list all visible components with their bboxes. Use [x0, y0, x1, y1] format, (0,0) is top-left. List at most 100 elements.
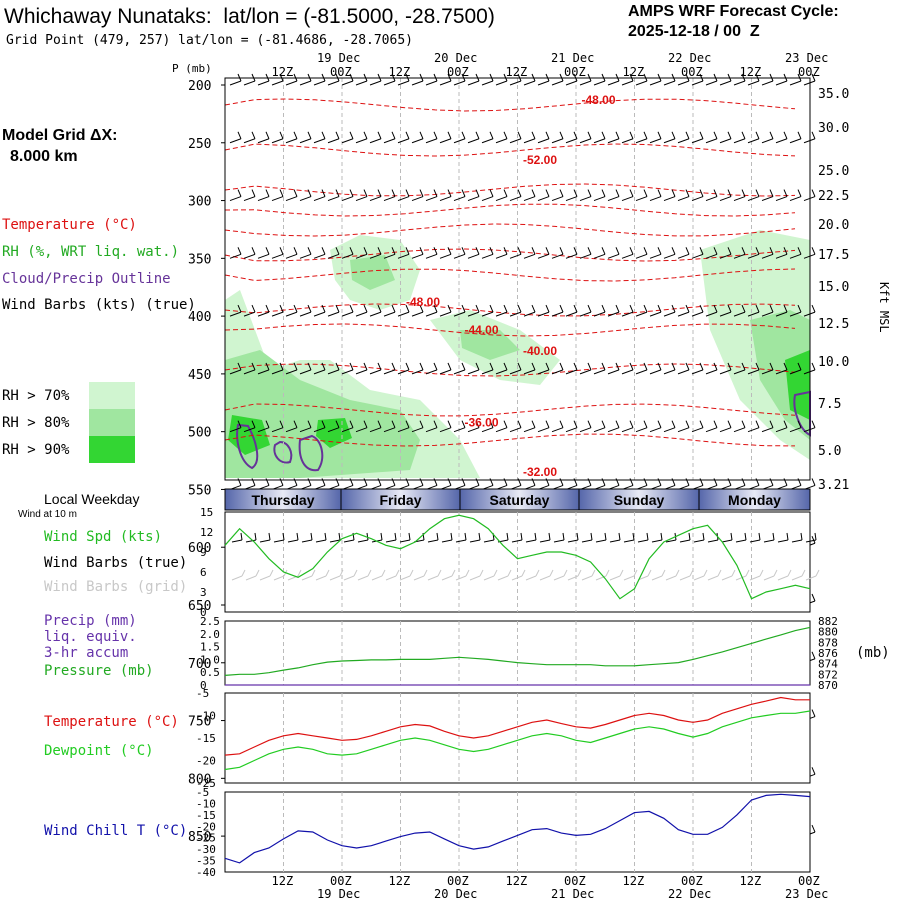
bottom-hour-label: 00Z — [447, 874, 469, 888]
pressure-tick-label: 200 — [188, 79, 211, 94]
surface-wind-barb-flag — [254, 532, 257, 541]
grid-wind-barb-flag — [339, 569, 344, 577]
wind-barb — [649, 362, 662, 375]
grid-wind-barb — [301, 575, 313, 581]
bottom-date-label: 21 Dec — [551, 887, 594, 900]
pressure-tick-label: 300 — [188, 195, 211, 210]
wind-barb — [747, 189, 760, 202]
wind-barb — [761, 189, 774, 202]
cloud-outline-1 — [273, 440, 293, 464]
wind-barb — [523, 247, 536, 259]
surface-wind-barb — [301, 539, 313, 543]
cloud-outline-2 — [298, 434, 324, 472]
surface-wind-barb — [749, 539, 761, 543]
height-tick-label: 25.0 — [818, 164, 849, 179]
wind-barb — [775, 131, 788, 144]
surface-wind-barb-flag — [646, 532, 649, 541]
grid-wind-barb — [525, 575, 537, 581]
wind-barb — [663, 189, 676, 202]
surface-wind-barb-flag — [520, 532, 523, 541]
grid-wind-barb-flag — [353, 569, 358, 577]
surface-wind-barb — [693, 539, 705, 543]
grid-wind-barb — [455, 575, 467, 581]
wind-barb — [775, 304, 788, 317]
surface-wind-barb — [553, 539, 565, 543]
surface-wind-barb — [357, 539, 369, 543]
height-tick-label: 17.5 — [818, 248, 849, 263]
wind-barb — [327, 420, 340, 433]
temperature-contour — [224, 143, 796, 157]
wind-barb — [579, 420, 592, 433]
wind-barb — [467, 304, 480, 317]
weekday-friday: Friday — [379, 492, 421, 508]
temperature-panel-tick-label: -5 — [196, 687, 209, 700]
surface-wind-barb — [567, 539, 579, 543]
wind-barb — [537, 304, 550, 317]
grid-wind-barb — [749, 575, 761, 581]
temperature-contour — [224, 303, 796, 317]
wind-barb — [635, 420, 648, 433]
pressure-tick-label: 850 — [188, 830, 211, 845]
wind-barb — [355, 420, 368, 433]
wind-barb — [229, 131, 242, 144]
surface-wind-barb-flag — [296, 532, 299, 541]
wind-barb — [509, 304, 522, 317]
rh-shading-9 — [316, 418, 352, 448]
wind-barb — [551, 131, 564, 144]
wind-barb — [579, 131, 592, 144]
wind-barb — [565, 420, 578, 433]
bottom-hour-label: 12Z — [389, 874, 411, 888]
wind-barb — [733, 131, 746, 144]
wind-barb — [579, 247, 592, 259]
wind-barb — [663, 131, 676, 144]
wind-barb — [649, 189, 662, 202]
wind-barb — [677, 131, 690, 144]
wind-barb — [341, 304, 354, 317]
grid-wind-barb — [245, 575, 257, 581]
height-tick-label: 10.0 — [818, 355, 849, 370]
wind-barb — [579, 362, 592, 375]
wind-barb — [313, 420, 326, 433]
wind-barb — [593, 304, 606, 317]
grid-wind-barb-flag — [661, 569, 666, 577]
wind-barb — [747, 304, 760, 317]
wind-barb — [327, 131, 340, 144]
windchill-panel-tick-label: -40 — [196, 866, 216, 879]
surface-wind-barb — [343, 539, 355, 543]
grid-wind-barb-flag — [297, 569, 302, 577]
temperature-contour — [224, 183, 796, 197]
wind-barb — [383, 131, 396, 144]
surface-wind-barb-flag — [394, 532, 397, 541]
model-grid-value: 8.000 km — [10, 148, 78, 165]
wind-barb — [495, 362, 508, 375]
temperature-contour-label: -52.00 — [523, 153, 557, 167]
wind-speed-panel-tick-label: 9 — [200, 546, 207, 559]
grid-wind-barb — [651, 575, 663, 581]
wind-barb — [649, 131, 662, 144]
surface-wind-barb-flag — [282, 532, 285, 541]
surface-wind-barb-flag — [604, 532, 607, 541]
windchill-panel-tick-label: -10 — [196, 797, 216, 810]
height-tick-label: 12.5 — [818, 317, 849, 332]
legend-precip-accum: 3-hr accum — [44, 645, 129, 661]
wind-barb — [341, 247, 354, 259]
wind-barb — [439, 362, 452, 375]
wind-barb — [453, 304, 466, 317]
rh-shading-10 — [785, 350, 810, 420]
legend-surface-barbs: Wind Barbs (true) — [44, 555, 188, 571]
grid-wind-barb — [567, 575, 579, 581]
grid-wind-barb-flag — [647, 569, 652, 577]
wind-barb — [719, 304, 732, 317]
top-date-label: 19 Dec — [317, 51, 360, 65]
wind-barb — [271, 304, 284, 317]
height-axis-title: Kft MSL — [877, 282, 891, 333]
surface-wind-barb — [791, 539, 803, 543]
wind-barb — [705, 247, 718, 259]
pressure-tick-label: 874 — [818, 658, 838, 671]
pressure-line — [224, 626, 811, 676]
wind-barb — [495, 420, 508, 433]
surface-wind-barb — [315, 539, 327, 543]
windchill-panel: -40-35-30-25-20-15-10-5 — [196, 786, 811, 879]
top-hour-label: 12Z — [740, 65, 762, 79]
